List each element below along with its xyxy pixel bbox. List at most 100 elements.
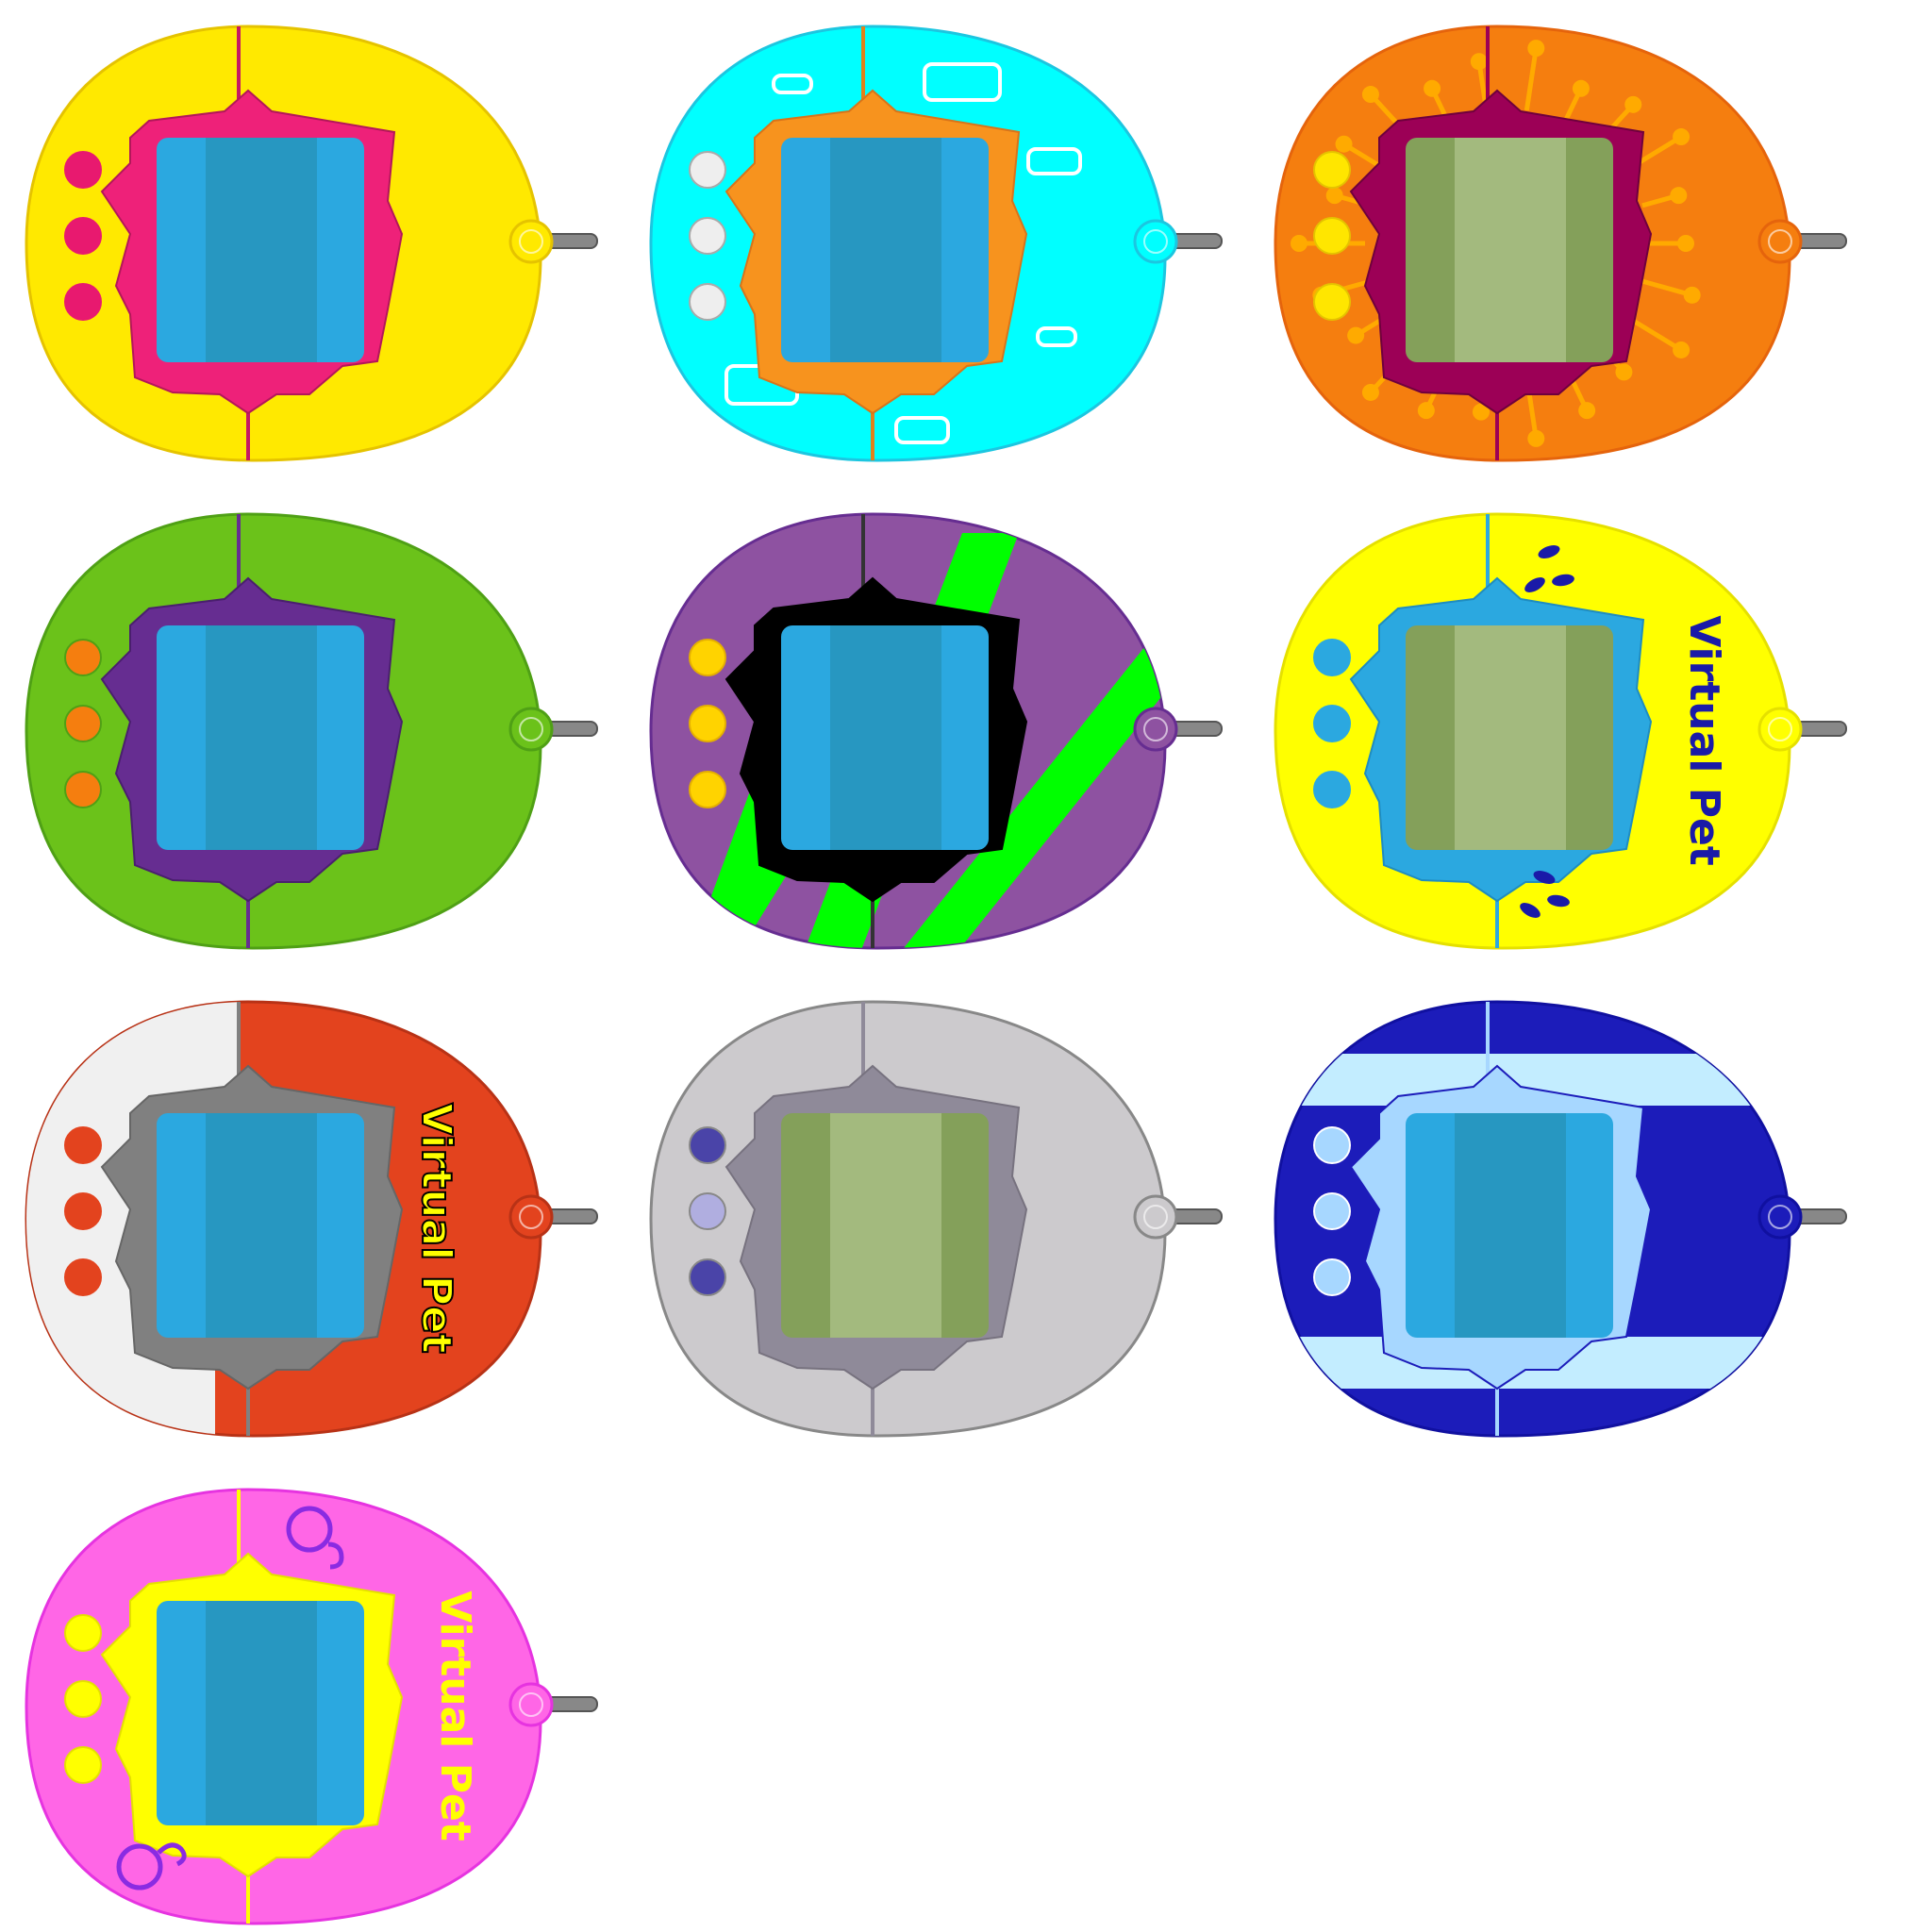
stripe [896, 627, 1165, 948]
lcd-screen-highlight [206, 1113, 317, 1338]
strap-loop [1757, 707, 1803, 752]
brand-text: Virtual Pet [1680, 615, 1728, 866]
button-a[interactable] [1313, 151, 1351, 189]
button-c[interactable] [64, 771, 102, 808]
button-c[interactable] [689, 283, 726, 321]
device-cyan-orange[interactable] [649, 25, 1223, 462]
device-white-red[interactable]: Virtual Pet [17, 992, 598, 1445]
button-a[interactable] [1313, 1126, 1351, 1164]
ray-dot [1673, 128, 1690, 146]
lcd-screen-highlight [1455, 625, 1566, 850]
symbol-icon [286, 1506, 333, 1553]
button-a[interactable] [689, 1126, 726, 1164]
ray-dot [1424, 79, 1441, 97]
button-c[interactable] [1313, 283, 1351, 321]
strap-loop [1133, 1194, 1178, 1240]
button-c[interactable] [64, 283, 102, 321]
button-c[interactable] [1313, 771, 1351, 808]
button-a[interactable] [64, 1126, 102, 1164]
ray-dot [1527, 429, 1545, 447]
device-orange-magenta[interactable] [1274, 25, 1847, 462]
device-navy-lightblue[interactable] [1266, 1000, 1847, 1438]
button-b[interactable] [1313, 1192, 1351, 1230]
lcd-screen-highlight [1455, 1113, 1566, 1338]
outline-rect [772, 74, 813, 94]
ray-dot [1527, 40, 1545, 58]
device-yellow-pink[interactable] [25, 25, 598, 462]
ray-dot [1572, 79, 1590, 97]
outline-rect [894, 416, 950, 444]
lcd-screen-highlight [206, 1601, 317, 1825]
button-b[interactable] [64, 705, 102, 742]
ray-dot [1361, 383, 1379, 401]
drop-mark [1524, 577, 1545, 592]
symbol-icon [116, 1843, 163, 1890]
button-c[interactable] [64, 1258, 102, 1296]
outline-rect [923, 62, 1002, 102]
button-b[interactable] [689, 1192, 726, 1230]
button-c[interactable] [1313, 1258, 1351, 1296]
button-b[interactable] [64, 217, 102, 255]
strap-loop [508, 1194, 554, 1240]
ray-line [1524, 47, 1539, 111]
device-pink-yellow[interactable]: Virtual Pet [25, 1488, 598, 1925]
button-b[interactable] [64, 1192, 102, 1230]
button-a[interactable] [1313, 639, 1351, 676]
button-b[interactable] [1313, 705, 1351, 742]
button-b[interactable] [64, 1680, 102, 1718]
button-a[interactable] [64, 1614, 102, 1652]
button-c[interactable] [689, 771, 726, 808]
ray-dot [1578, 402, 1596, 420]
drop-mark [1533, 871, 1556, 884]
button-a[interactable] [689, 151, 726, 189]
brand-text: Virtual Pet [431, 1591, 479, 1841]
lcd-screen-highlight [206, 138, 317, 362]
brand-text: Virtual Pet [412, 1103, 460, 1354]
drop-mark [1552, 574, 1574, 587]
button-a[interactable] [64, 151, 102, 189]
ray-dot [1615, 363, 1633, 381]
symbol-tail [157, 1842, 187, 1867]
device-purple-black[interactable] [649, 512, 1223, 958]
button-b[interactable] [689, 217, 726, 255]
ray-dot [1624, 95, 1642, 113]
button-c[interactable] [64, 1746, 102, 1784]
button-b[interactable] [689, 705, 726, 742]
ray-dot [1335, 135, 1353, 153]
ray-dot [1673, 341, 1690, 358]
button-c[interactable] [689, 1258, 726, 1296]
button-b[interactable] [1313, 217, 1351, 255]
strap-loop [1133, 707, 1178, 752]
device-green-purple[interactable] [25, 512, 598, 950]
lcd-screen-highlight [830, 1113, 941, 1338]
ray-dot [1347, 326, 1365, 344]
ray-dot [1325, 187, 1343, 205]
drop-mark [1538, 545, 1560, 558]
ray-line [1641, 278, 1693, 298]
lcd-screen-highlight [830, 138, 941, 362]
ray-dot [1417, 402, 1435, 420]
device-grey[interactable] [649, 1000, 1223, 1438]
shell-decoration [724, 62, 1082, 444]
outline-rect [1036, 326, 1077, 347]
symbol-tail [327, 1541, 344, 1570]
ray-dot [1291, 235, 1307, 252]
drop-mark [1520, 903, 1541, 918]
strap-loop [1133, 219, 1178, 264]
strap-loop [508, 707, 554, 752]
button-a[interactable] [64, 639, 102, 676]
strap-loop [508, 219, 554, 264]
strap-loop [508, 1682, 554, 1727]
strap-loop [1757, 219, 1803, 264]
ray-dot [1683, 286, 1701, 304]
ray-dot [1670, 187, 1688, 205]
device-yellow-blue[interactable]: Virtual Pet [1274, 512, 1847, 950]
ray-dot [1470, 53, 1488, 71]
ray-dot [1677, 235, 1694, 252]
button-a[interactable] [689, 639, 726, 676]
lcd-screen-highlight [830, 625, 941, 850]
outline-rect [1026, 147, 1082, 175]
strap-loop [1757, 1194, 1803, 1240]
ray-dot [1361, 86, 1379, 104]
lcd-screen-highlight [206, 625, 317, 850]
